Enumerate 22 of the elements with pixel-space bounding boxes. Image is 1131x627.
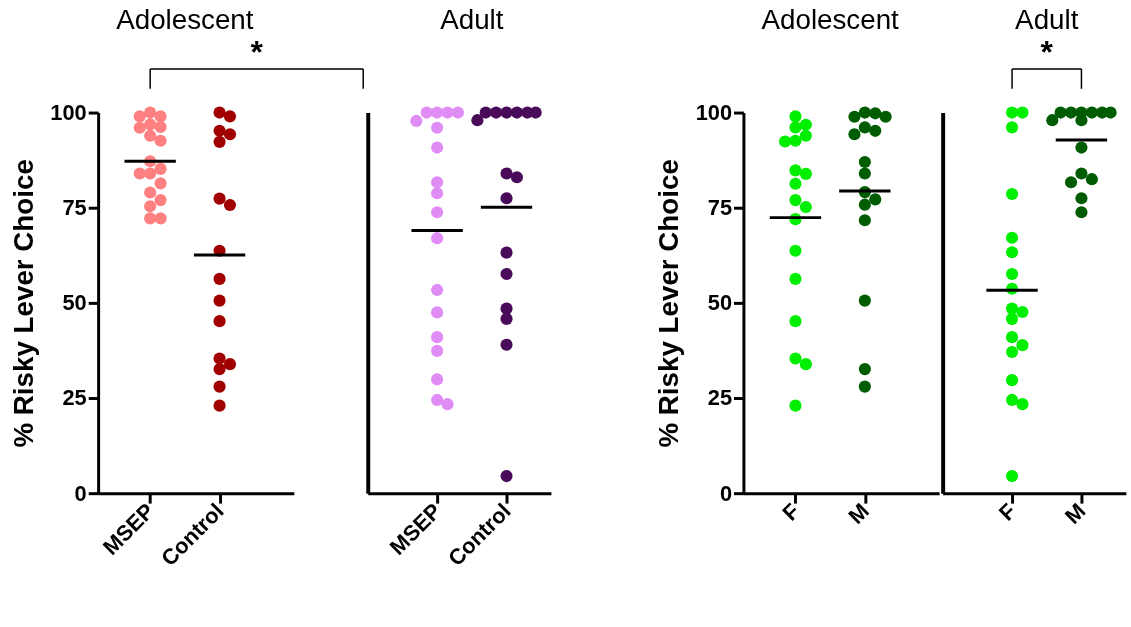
y-tick-label: 25 (707, 385, 733, 411)
y-tick-label: 100 (695, 99, 733, 125)
x-tick-label: M (843, 498, 874, 529)
x-tick-label: F (993, 498, 1021, 526)
y-tick-label: 0 (74, 480, 87, 506)
x-tick-label: F (777, 498, 805, 526)
chart-title: Adolescent (116, 4, 254, 36)
y-tick-label: 75 (707, 195, 733, 221)
y-axis-title: % Risky Lever Choice (652, 159, 684, 448)
chart-title: Adolescent (761, 4, 900, 36)
y-tick-label: 75 (62, 195, 87, 221)
y-axis-title: % Risky Lever Choice (7, 159, 39, 448)
chart-title: Adult (1015, 4, 1079, 36)
y-tick-label: 25 (62, 385, 87, 411)
y-tick-label: 0 (719, 480, 733, 506)
chart-title: Adult (440, 4, 504, 36)
y-tick-label: 100 (50, 99, 87, 125)
text: * (250, 34, 264, 70)
y-tick-label: 50 (707, 290, 733, 316)
y-tick-label: 50 (62, 290, 87, 316)
text: * (1040, 34, 1054, 70)
x-tick-label: M (1059, 498, 1091, 529)
